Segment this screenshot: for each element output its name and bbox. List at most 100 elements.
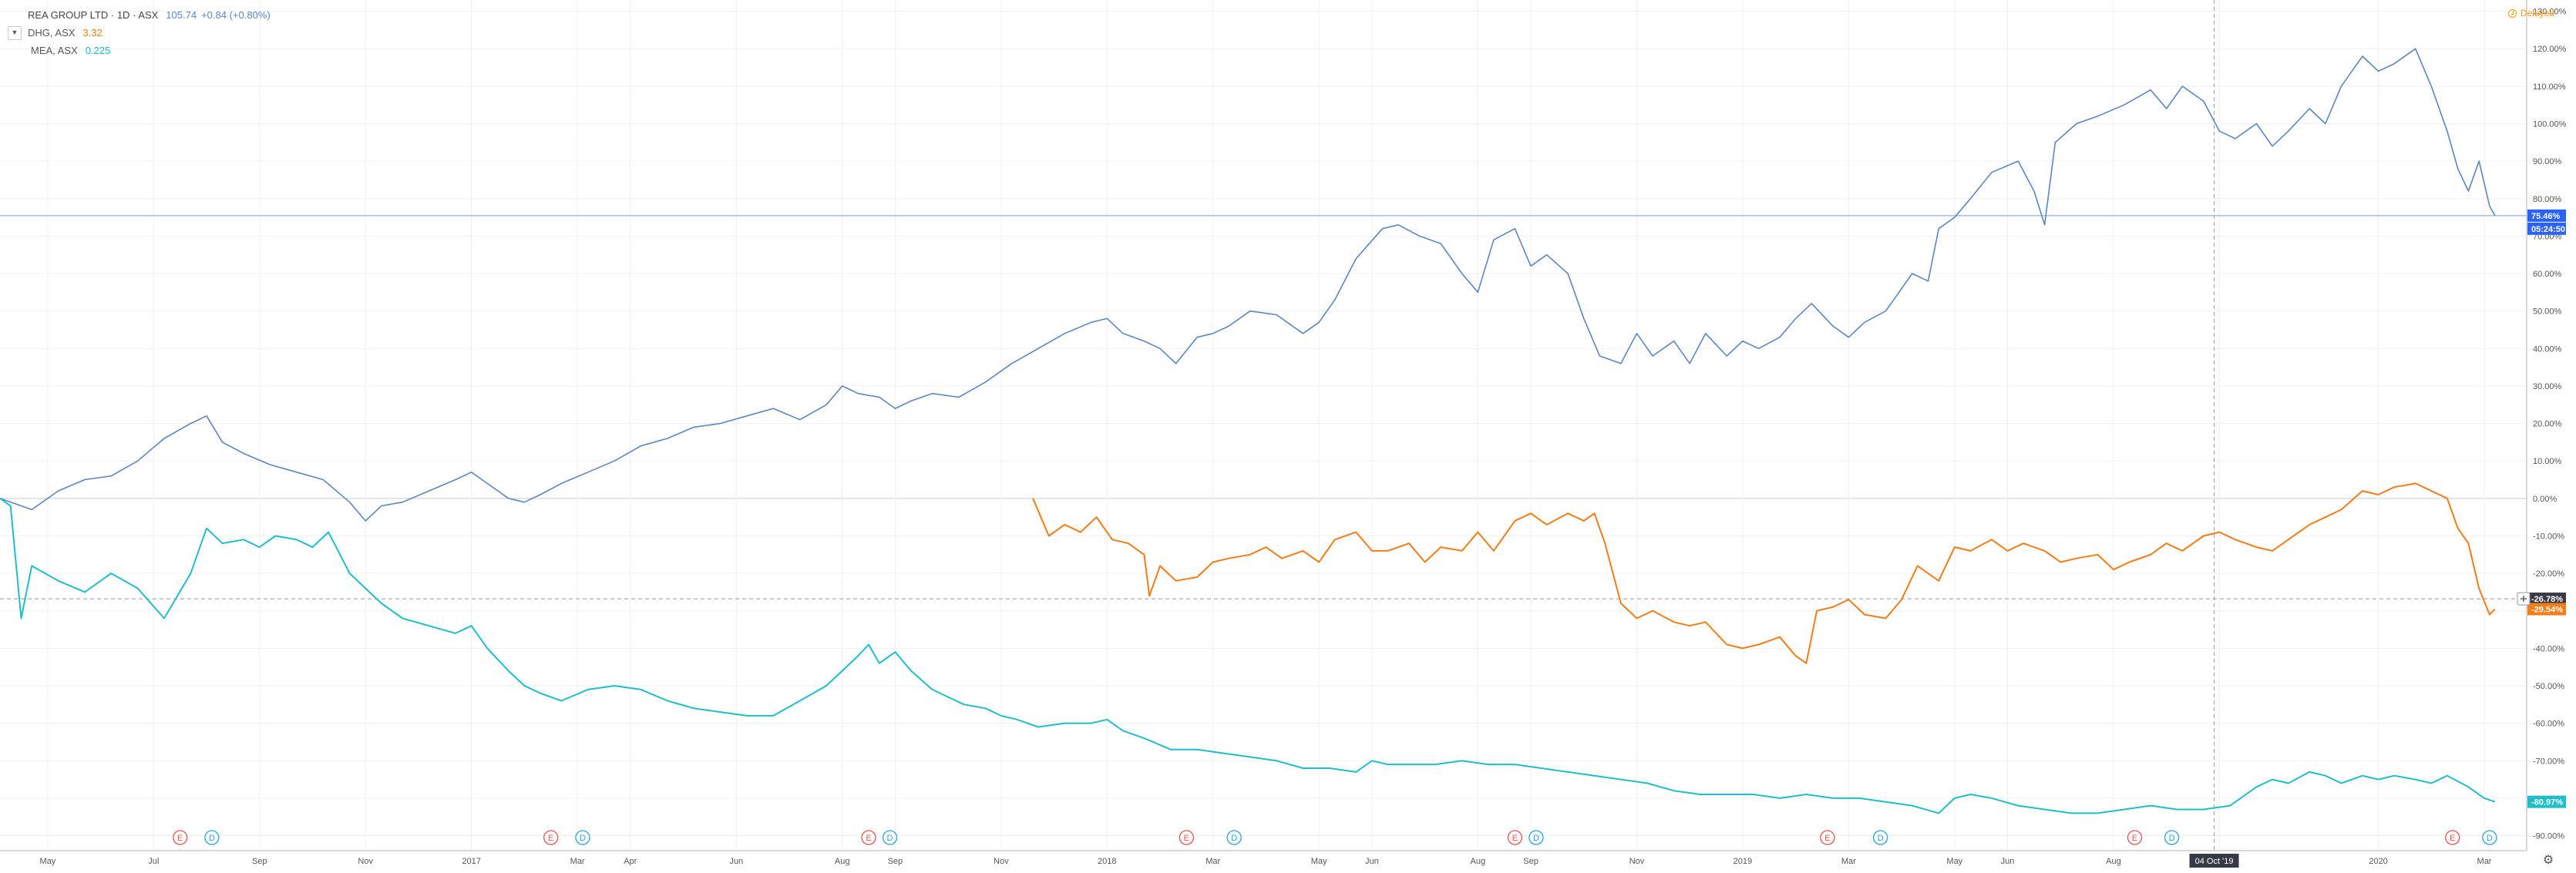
svg-text:E: E [1184,834,1189,843]
dividend-marker[interactable]: D [2482,830,2497,845]
y-tick-label: -50.00% [2533,682,2564,691]
y-tick-label: 90.00% [2533,157,2562,166]
svg-text:75.46%: 75.46% [2531,212,2561,221]
svg-text:D: D [1231,834,1237,843]
svg-text:E: E [1512,834,1518,843]
earnings-marker[interactable]: E [2445,830,2460,845]
rea-series-line [0,48,2496,522]
dhg-series-line [1032,482,2496,664]
dividend-marker[interactable]: D [2164,830,2180,845]
y-tick-label: 50.00% [2533,307,2562,317]
legend-row-main[interactable]: REA GROUP LTD · 1D · ASX 105.74 +0.84 (+… [8,6,271,24]
x-tick-label: Aug [835,857,850,866]
y-tick-label: -10.00% [2533,532,2564,541]
crosshair-date-tag: 04 Oct '19 [2189,854,2239,868]
delayed-indicator[interactable]: Delayed [2507,8,2554,18]
x-tick-label: Jun [1365,857,1379,866]
gear-icon[interactable]: ⚙ [2542,854,2554,867]
rea-countdown-tag: 05:24:50 [2527,222,2566,235]
dividend-marker[interactable]: D [1226,830,1242,845]
crosshair-plus-icon [2517,592,2531,606]
x-tick-label: Apr [624,857,637,866]
x-tick-label: May [39,857,55,866]
x-tick-label: May [1311,857,1327,866]
dividend-marker[interactable]: D [1528,830,1544,845]
x-tick-label: 2019 [1734,857,1752,866]
y-tick-label: 80.00% [2533,195,2562,204]
x-tick-label: Nov [994,857,1009,866]
earnings-marker[interactable]: E [1820,830,1835,845]
x-tick-label: Sep [888,857,903,866]
dhg-value: 3.32 [82,27,103,39]
mea-value: 0.225 [85,45,111,56]
svg-text:D: D [2169,834,2175,843]
dividend-marker[interactable]: D [204,830,220,845]
y-tick-label: 0.00% [2533,495,2557,504]
crosshair-price-tag: -26.78% [2527,593,2566,606]
dividend-marker[interactable]: D [1872,830,1888,845]
svg-text:E: E [2450,834,2455,843]
svg-text:D: D [887,834,893,843]
y-tick-label: 60.00% [2533,270,2562,279]
svg-text:E: E [177,834,183,843]
x-tick-label: Jul [148,857,159,866]
dividend-marker[interactable]: D [575,830,590,845]
svg-text:-26.78%: -26.78% [2531,595,2563,604]
svg-text:-80.97%: -80.97% [2531,798,2563,808]
x-tick-label: Aug [1471,857,1486,866]
legend-row-mea[interactable]: MEA, ASX 0.225 [8,42,271,59]
y-tick-label: -60.00% [2533,720,2564,729]
earnings-marker[interactable]: E [543,830,559,845]
earnings-marker[interactable]: E [173,830,188,845]
earnings-marker[interactable]: E [1179,830,1195,845]
legend-row-dhg[interactable]: ▼ DHG, ASX 3.32 [8,24,271,42]
symbol-change: +0.84 (+0.80%) [201,9,271,21]
x-tick-label: Sep [252,857,267,866]
svg-text:-29.54%: -29.54% [2531,606,2563,615]
clock-icon [2507,8,2517,18]
dhg-price-tag: -29.54% [2527,603,2566,616]
x-tick-label: Mar [1206,857,1220,866]
dividend-marker[interactable]: D [882,830,898,845]
earnings-marker[interactable]: E [861,830,876,845]
y-tick-label: -90.00% [2533,832,2564,841]
dhg-label: DHG, ASX [28,27,76,39]
y-tick-label: 110.00% [2533,82,2566,92]
chart-legend: REA GROUP LTD · 1D · ASX 105.74 +0.84 (+… [8,6,271,59]
mea-series-line [0,497,2496,814]
y-tick-label: -20.00% [2533,569,2564,579]
svg-text:04 Oct '19: 04 Oct '19 [2195,857,2234,866]
x-tick-label: Jun [2001,857,2015,866]
x-tick-label: Nov [1629,857,1645,866]
earnings-marker[interactable]: E [1507,830,1523,845]
x-tick-label: Sep [1523,857,1539,866]
svg-text:D: D [209,834,215,843]
x-tick-label: Nov [358,857,373,866]
mea-price-tag: -80.97% [2527,795,2566,808]
rea-price-tag: 75.46% [2527,209,2566,222]
x-tick-label: 2017 [462,857,480,866]
x-tick-label: Mar [1841,857,1856,866]
y-tick-label: 120.00% [2533,45,2567,54]
svg-text:E: E [2132,834,2137,843]
svg-text:D: D [1878,834,1884,843]
delayed-label: Delayed [2520,8,2554,18]
chevron-down-icon[interactable]: ▼ [8,25,22,40]
svg-text:05:24:50: 05:24:50 [2531,225,2565,234]
y-tick-label: 10.00% [2533,457,2562,466]
x-tick-label: 2020 [2369,857,2387,866]
x-tick-label: Jun [729,857,743,866]
x-tick-label: 2018 [1098,857,1116,866]
y-tick-label: 20.00% [2533,420,2562,429]
y-tick-label: -70.00% [2533,757,2564,766]
mea-label: MEA, ASX [31,45,78,56]
x-tick-label: Mar [570,857,585,866]
y-tick-label: -40.00% [2533,644,2564,653]
x-tick-label: Aug [2106,857,2121,866]
y-tick-label: 100.00% [2533,119,2567,129]
svg-text:E: E [866,834,871,843]
x-tick-label: Mar [2477,857,2492,866]
earnings-marker[interactable]: E [2127,830,2143,845]
symbol-title[interactable]: REA GROUP LTD · 1D · ASX [28,9,159,21]
